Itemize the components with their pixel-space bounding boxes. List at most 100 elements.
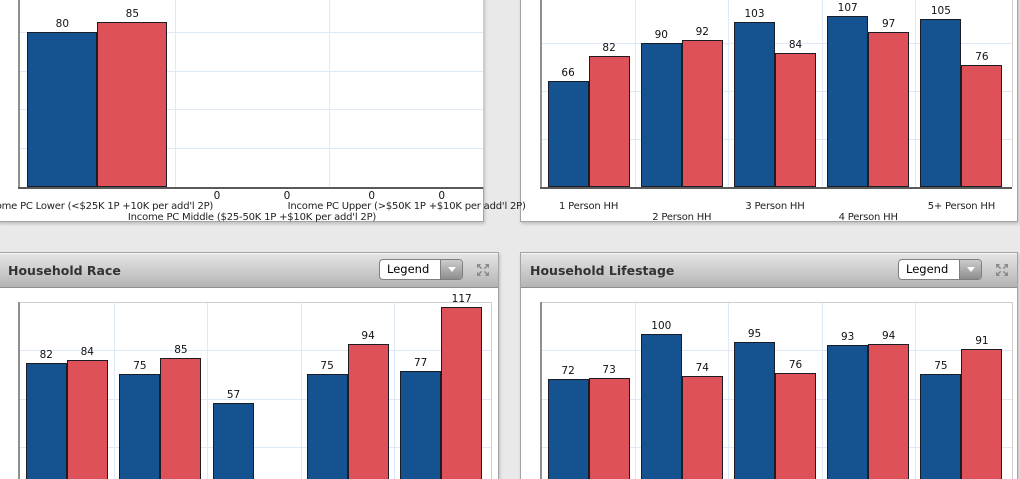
gridline [635, 0, 637, 187]
bar-household-size-group5-series2[interactable] [961, 65, 1003, 187]
bar-household-lifestage-group5-series1[interactable] [920, 374, 962, 479]
bar-value-label: 85 [174, 344, 188, 357]
y-axis [18, 302, 20, 479]
gridline [914, 302, 916, 479]
bar-household-race-group5-series2[interactable] [441, 306, 483, 479]
expand-maximize-icon[interactable] [475, 262, 491, 278]
gridline [821, 302, 823, 479]
bar-value-label: 76 [975, 51, 989, 64]
bar-household-lifestage-group2-series1[interactable] [640, 334, 682, 479]
bar-value-label: 91 [975, 334, 989, 347]
panel-header-household-lifestage: Household Lifestage Legend [521, 253, 1017, 288]
category-label: 1 Person HH [559, 201, 619, 212]
bar-value-label: 73 [602, 363, 616, 376]
panel-header-household-race: Household Race Legend [0, 253, 498, 288]
bar-household-lifestage-group5-series2[interactable] [961, 348, 1003, 479]
bar-household-size-group5-series1[interactable] [920, 19, 962, 187]
x-axis [540, 187, 1012, 189]
bar-household-lifestage-group4-series1[interactable] [827, 345, 869, 479]
bar-household-size-group1-series1[interactable] [547, 81, 589, 187]
bar-value-label: 117 [451, 292, 472, 305]
bar-value-label: 94 [361, 329, 375, 342]
bar-household-size-group3-series1[interactable] [734, 22, 775, 187]
bar-value-label: 103 [744, 8, 765, 21]
bar-household-race-group4-series2[interactable] [347, 343, 389, 479]
bar-value-label: 75 [133, 360, 147, 373]
bar-household-size-group4-series1[interactable] [827, 15, 869, 187]
bar-household-lifestage-group3-series2[interactable] [775, 372, 816, 479]
plot-border-right [1012, 0, 1013, 187]
legend-dropdown-household-race[interactable]: Legend [379, 259, 463, 280]
bar-value-label: 75 [934, 360, 948, 373]
bar-value-label: 0 [438, 190, 445, 202]
gridline [113, 302, 115, 479]
y-axis [18, 0, 20, 187]
y-axis [540, 0, 542, 187]
bar-value-label: 77 [414, 357, 428, 370]
gridline [542, 43, 1012, 44]
category-label: 5+ Person HH [927, 201, 996, 212]
bar-household-size-group2-series1[interactable] [640, 43, 682, 187]
gridline [20, 148, 483, 150]
bar-household-race-group1-series1[interactable] [25, 363, 67, 479]
legend-dropdown-label: Legend [387, 262, 430, 276]
bar-household-race-group5-series1[interactable] [400, 371, 442, 479]
panel-title-household-lifestage: Household Lifestage [530, 262, 675, 278]
legend-dropdown-button[interactable] [440, 260, 462, 279]
gridline [728, 0, 730, 187]
gridline [542, 350, 1012, 352]
gridline [914, 0, 916, 187]
bar-household-race-group2-series1[interactable] [119, 374, 161, 479]
bar-household-size-group1-series2[interactable] [588, 55, 630, 187]
bar-value-label: 107 [837, 1, 858, 14]
chevron-down-icon [447, 267, 456, 272]
legend-dropdown-household-lifestage[interactable]: Legend [898, 259, 982, 280]
bar-value-label: 80 [55, 17, 70, 30]
category-label: 2 Person HH [652, 211, 712, 223]
bar-value-label: 74 [695, 361, 709, 374]
bar-household-lifestage-group1-series2[interactable] [588, 377, 630, 479]
gridline [20, 350, 491, 352]
bar-household-lifestage-group1-series1[interactable] [547, 379, 589, 479]
bar-income-per-capita-group1-series2[interactable] [97, 21, 168, 187]
bar-income-per-capita-group1-series1[interactable] [27, 31, 98, 187]
gridline [207, 302, 209, 479]
bar-value-label: 72 [561, 365, 575, 378]
expand-maximize-icon[interactable] [994, 262, 1010, 278]
gridline [635, 302, 637, 479]
bar-household-race-group3-series1[interactable] [213, 403, 254, 479]
bar-household-race-group1-series2[interactable] [66, 359, 108, 479]
bar-household-lifestage-group3-series1[interactable] [734, 342, 775, 479]
bar-household-size-group2-series2[interactable] [681, 39, 723, 187]
bar-value-label: 76 [788, 358, 803, 371]
bar-value-label: 0 [283, 190, 291, 202]
plot-border-top [20, 302, 491, 303]
gridline [329, 0, 331, 187]
bar-value-label: 0 [368, 190, 375, 202]
bar-household-race-group2-series2[interactable] [160, 358, 202, 479]
bar-household-race-group4-series1[interactable] [306, 374, 348, 479]
bar-value-label: 84 [788, 38, 803, 51]
bar-value-label: 94 [882, 329, 896, 342]
bar-value-label: 95 [747, 328, 762, 341]
category-label: Income PC Lower (<$25K 1P +10K per add'l… [0, 201, 214, 212]
gridline [394, 302, 396, 479]
category-label: Income PC Upper (>$50K 1P +$10K per add'… [287, 201, 526, 212]
bar-value-label: 66 [561, 67, 575, 80]
bar-value-label: 0 [213, 190, 221, 202]
gridline [20, 70, 483, 72]
bar-household-lifestage-group4-series2[interactable] [868, 343, 910, 479]
legend-dropdown-button[interactable] [959, 260, 981, 279]
bar-household-size-group3-series2[interactable] [775, 52, 816, 187]
bar-value-label: 105 [930, 5, 951, 17]
category-label: 3 Person HH [745, 201, 805, 212]
plot-border-right [491, 302, 492, 479]
bar-household-size-group4-series2[interactable] [868, 31, 910, 187]
gridline [728, 302, 730, 479]
bar-value-label: 75 [320, 360, 334, 373]
bar-household-lifestage-group2-series2[interactable] [681, 375, 723, 479]
plot-border-top [542, 302, 1012, 303]
bar-value-label: 92 [695, 25, 709, 38]
bar-value-label: 85 [125, 7, 140, 20]
